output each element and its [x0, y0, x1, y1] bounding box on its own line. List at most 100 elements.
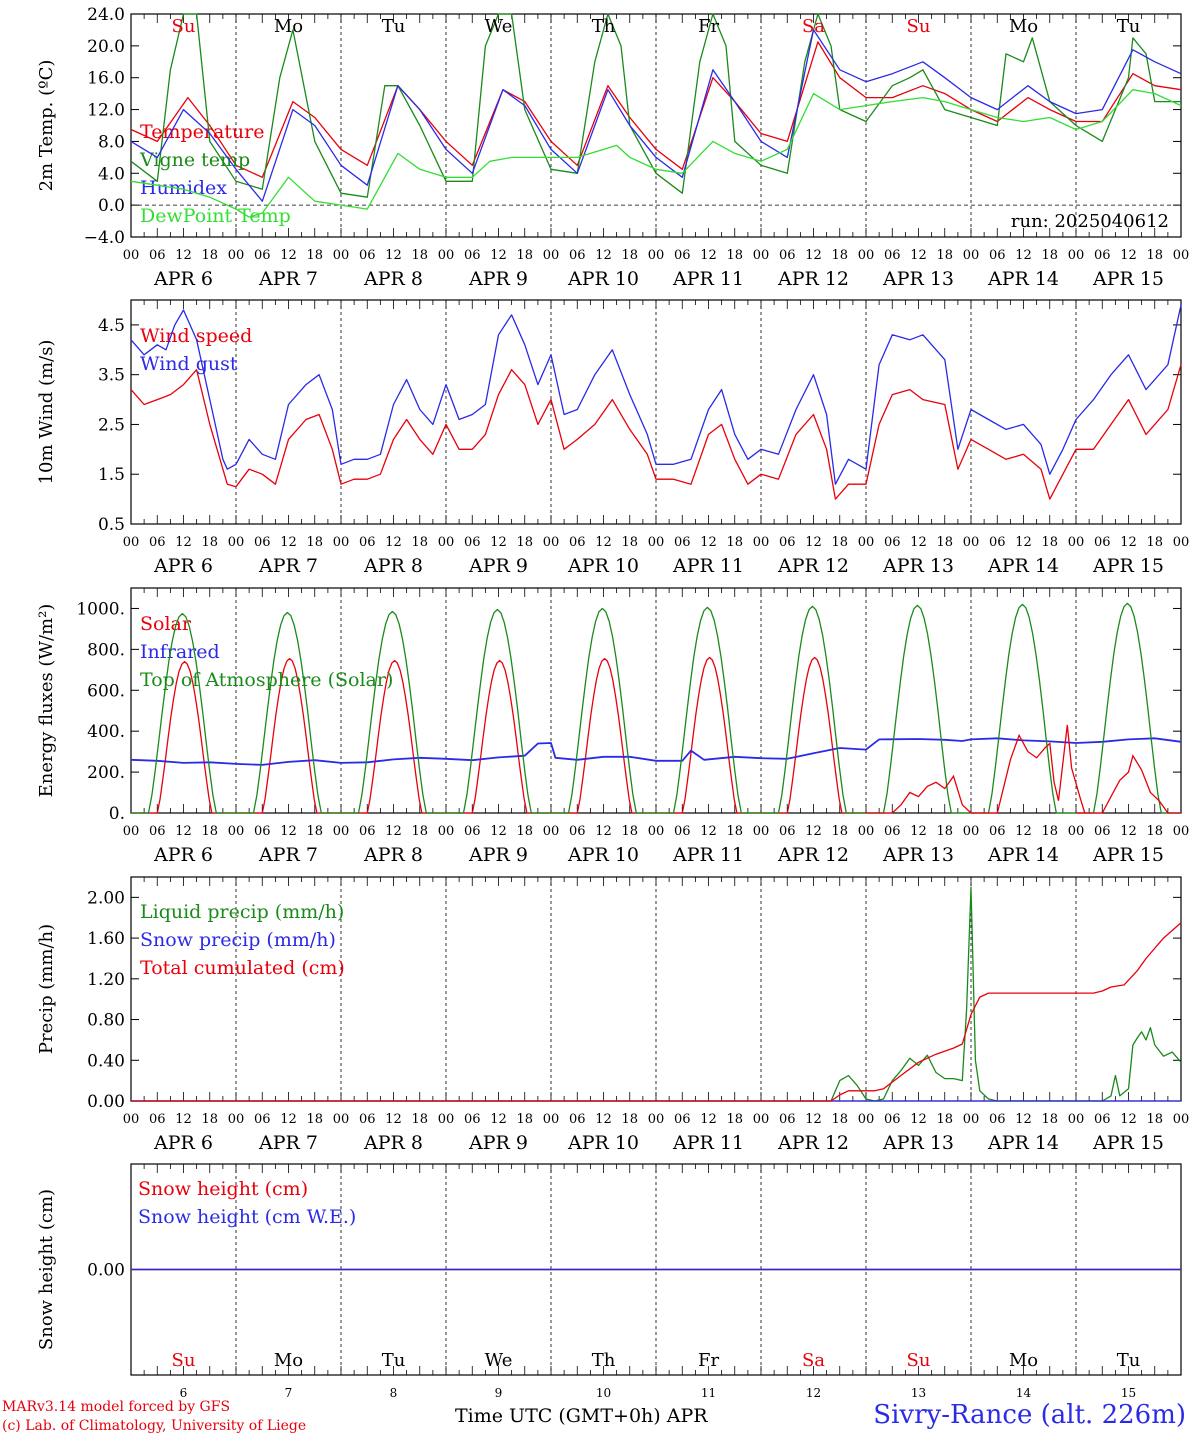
y-tick-label: 12.0	[87, 101, 125, 121]
hour-label: 06	[149, 824, 166, 839]
date-label: APR 10	[567, 268, 639, 290]
hour-label: 06	[359, 535, 376, 550]
date-label: APR 15	[1092, 555, 1164, 577]
day-label: Mo	[1009, 1350, 1038, 1371]
hour-label: 12	[175, 824, 192, 839]
date-label: APR 12	[777, 555, 849, 577]
hour-label: 12	[1120, 248, 1137, 263]
hour-label: 06	[569, 1112, 586, 1127]
hour-label: 18	[831, 1112, 848, 1127]
y-tick-label: 0.00	[87, 1261, 125, 1281]
credits-line-1: MARv3.14 model forced by GFS	[2, 1399, 231, 1415]
hour-label: 12	[805, 535, 822, 550]
date-label: APR 7	[258, 268, 318, 290]
hour-label: 06	[674, 248, 691, 263]
credits-line-2: (c) Lab. of Climatology, University of L…	[2, 1418, 307, 1434]
hour-label: 12	[910, 248, 927, 263]
date-label: APR 12	[777, 844, 849, 866]
run-label: run: 2025040612	[1011, 211, 1169, 232]
panel-2: 4.5 3.5 2.5 1.5 0.5 10m Wind (m/s) Wind speed W…	[36, 299, 1189, 577]
hour-label: 12	[175, 535, 192, 550]
hour-label: 12	[1120, 535, 1137, 550]
series-line-0	[131, 656, 866, 814]
hour-label: 12	[595, 824, 612, 839]
y-tick-label: 0.	[109, 804, 125, 824]
date-label: APR 14	[987, 1132, 1059, 1154]
day-label: Su	[172, 16, 196, 37]
hour-label: 18	[201, 248, 218, 263]
hour-label: 00	[543, 535, 560, 550]
hour-label: 12	[805, 824, 822, 839]
solar-cloudy-line	[866, 774, 972, 814]
day-label: Tu	[382, 16, 406, 37]
hour-label: 12	[385, 1112, 402, 1127]
hour-label: 12	[1120, 824, 1137, 839]
hour-label: 12	[910, 824, 927, 839]
hour-label: 18	[1146, 535, 1163, 550]
hour-label: 06	[884, 535, 901, 550]
hour-label: 12	[700, 248, 717, 263]
model-credits: MARv3.14 model forced by GFS (c) Lab. of…	[2, 1398, 306, 1436]
hour-label: 06	[569, 248, 586, 263]
legend-entry: Snow height (cm W.E.)	[138, 1206, 356, 1228]
legend-entry: Total cumulated (cm)	[140, 957, 345, 979]
hour-label: 18	[306, 1112, 323, 1127]
hour-label: 18	[726, 535, 743, 550]
hour-label: 00	[123, 824, 140, 839]
y-tick-label: 24.0	[87, 5, 125, 25]
hour-label: 18	[516, 248, 533, 263]
day-label: Fr	[698, 16, 719, 37]
date-label: APR 10	[567, 555, 639, 577]
hour-label: 00	[1173, 248, 1190, 263]
hour-label: 00	[648, 1112, 665, 1127]
y-tick-label: 16.0	[87, 69, 125, 89]
hour-label: 00	[753, 1112, 770, 1127]
date-label: APR 9	[468, 268, 528, 290]
y-tick-label: 4.5	[98, 316, 125, 336]
legend-entry: Temperature	[140, 121, 264, 143]
hour-label: 18	[936, 248, 953, 263]
hour-label: 18	[516, 824, 533, 839]
hour-label: 12	[910, 535, 927, 550]
day-label: Th	[592, 16, 616, 37]
series-line-3	[130, 89, 1182, 218]
day-number: 8	[390, 1386, 398, 1400]
y-tick-label: 600.	[87, 681, 125, 701]
hour-label: 12	[490, 824, 507, 839]
hour-label: 06	[674, 1112, 691, 1127]
hour-label: 18	[936, 824, 953, 839]
hour-label: 06	[254, 535, 271, 550]
y-tick-label: 800.	[87, 640, 125, 660]
hour-label: 18	[201, 1112, 218, 1127]
hour-label: 00	[543, 1112, 560, 1127]
hour-label: 12	[700, 1112, 717, 1127]
hour-label: 18	[726, 248, 743, 263]
hour-label: 06	[359, 1112, 376, 1127]
hour-label: 00	[858, 535, 875, 550]
hour-label: 00	[123, 1112, 140, 1127]
hour-label: 06	[779, 1112, 796, 1127]
hour-label: 00	[1068, 824, 1085, 839]
day-number: 14	[1016, 1386, 1032, 1400]
x-axis-title: Time UTC (GMT+0h) APR	[455, 1405, 708, 1427]
hour-label: 06	[884, 248, 901, 263]
day-number: 11	[701, 1386, 716, 1400]
hour-label: 18	[201, 535, 218, 550]
day-label: Sa	[802, 16, 825, 37]
hour-label: 12	[1015, 824, 1032, 839]
day-label: Th	[592, 1350, 616, 1371]
hour-label: 06	[989, 1112, 1006, 1127]
hour-label: 06	[464, 248, 481, 263]
date-label: APR 8	[363, 1132, 423, 1154]
hour-label: 06	[1094, 535, 1111, 550]
hour-label: 00	[228, 535, 245, 550]
day-label: Su	[907, 16, 931, 37]
date-label: APR 8	[363, 555, 423, 577]
y-tick-label: 200.	[87, 763, 125, 783]
hour-label: 06	[464, 1112, 481, 1127]
series-line-0	[130, 364, 1182, 500]
y-tick-label: 1.20	[87, 970, 125, 990]
day-label: Fr	[698, 1350, 719, 1371]
series-line-2	[131, 922, 1182, 1102]
y-tick-label: 2.5	[98, 415, 125, 435]
